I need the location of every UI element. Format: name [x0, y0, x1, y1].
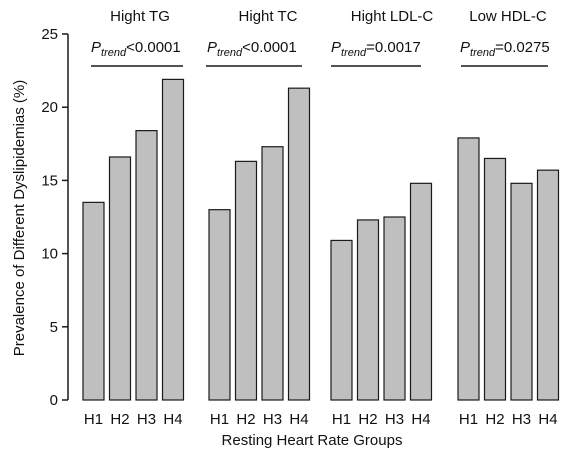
panel-titles: Hight TG Hight TC Hight LDL-C Low HDL-C — [110, 8, 547, 25]
p-value: =0.0017 — [366, 39, 421, 56]
p-subscript: trend — [101, 47, 127, 59]
x-tick-label: H2 — [485, 411, 504, 428]
p-symbol: P — [331, 39, 341, 56]
p-trend-label: Ptrend<0.0001 — [207, 39, 297, 59]
bar — [82, 201, 105, 401]
p-symbol: P — [460, 39, 470, 56]
bars — [82, 78, 560, 401]
x-tick-label: H1 — [332, 411, 351, 428]
y-tick-label: 20 — [41, 99, 58, 116]
bar — [383, 216, 406, 401]
bar — [536, 169, 560, 401]
p-symbol: P — [207, 39, 217, 56]
bar — [234, 160, 258, 401]
y-tick-label: 10 — [41, 246, 58, 263]
p-trend-label: Ptrend<0.0001 — [91, 39, 181, 59]
x-ticks: H1 H2 H3 H4 H1 H2 H3 H4 H1 H2 H3 H4 H1 H2 H3 H4 — [84, 411, 558, 428]
y-tick-label: 5 — [50, 319, 58, 336]
p-value: <0.0001 — [242, 39, 297, 56]
x-tick-label: H1 — [210, 411, 229, 428]
x-tick-label: H2 — [358, 411, 377, 428]
bar — [261, 146, 284, 401]
p-value: <0.0001 — [126, 39, 181, 56]
y-axis-title: Prevalence of Different Dyslipidemias (%… — [11, 80, 28, 357]
panel-title: Hight TG — [110, 8, 170, 25]
bar — [510, 182, 533, 401]
x-tick-label: H4 — [411, 411, 430, 428]
bar — [483, 157, 507, 401]
y-ticks: 0 5 10 15 20 25 — [41, 26, 68, 409]
panel-title: Low HDL-C — [469, 8, 547, 25]
p-trend-label: Ptrend=0.0275 — [460, 39, 550, 59]
x-tick-label: H3 — [512, 411, 531, 428]
x-tick-label: H1 — [84, 411, 103, 428]
p-subscript: trend — [341, 47, 367, 59]
p-trend-label: Ptrend=0.0017 — [331, 39, 421, 59]
bar — [135, 130, 158, 401]
x-tick-label: H2 — [236, 411, 255, 428]
x-tick-label: H3 — [137, 411, 156, 428]
p-subscript: trend — [470, 47, 496, 59]
x-tick-label: H4 — [163, 411, 182, 428]
y-tick-label: 0 — [50, 392, 58, 409]
x-tick-label: H2 — [110, 411, 129, 428]
x-tick-label: H4 — [538, 411, 557, 428]
p-trend-annotations: Ptrend<0.0001 Ptrend<0.0001 Ptrend=0.0017 P… — [91, 39, 550, 67]
panel-title: Hight TC — [239, 8, 298, 25]
panel-title: Hight LDL-C — [351, 8, 434, 25]
bar — [208, 209, 231, 401]
p-subscript: trend — [217, 47, 243, 59]
p-value: =0.0275 — [495, 39, 550, 56]
x-axis-title: Resting Heart Rate Groups — [222, 432, 403, 449]
bar — [287, 87, 311, 401]
x-tick-label: H3 — [263, 411, 282, 428]
x-tick-label: H1 — [459, 411, 478, 428]
bar — [457, 137, 480, 401]
bar — [356, 219, 380, 401]
p-symbol: P — [91, 39, 101, 56]
y-tick-label: 15 — [41, 172, 58, 189]
bar — [409, 182, 433, 401]
bar — [108, 156, 132, 401]
bar — [330, 239, 353, 401]
bar — [161, 78, 185, 401]
x-tick-label: H4 — [289, 411, 308, 428]
x-tick-label: H3 — [385, 411, 404, 428]
y-tick-label: 25 — [41, 26, 58, 43]
